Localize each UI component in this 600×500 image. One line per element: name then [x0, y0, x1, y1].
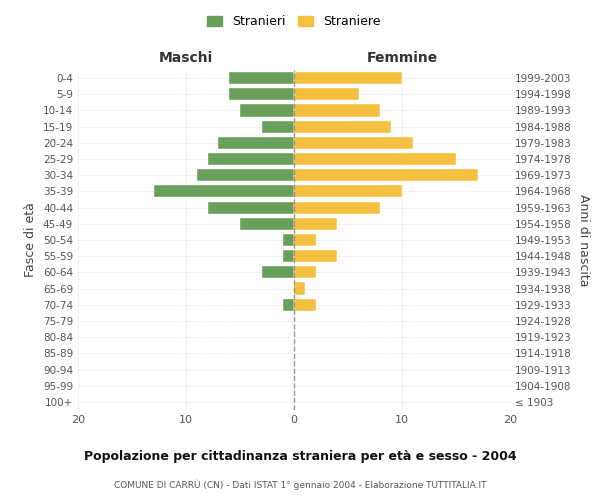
Bar: [294, 218, 337, 230]
Bar: [294, 298, 316, 311]
Bar: [154, 186, 294, 198]
Text: Maschi: Maschi: [159, 51, 213, 65]
Text: Popolazione per cittadinanza straniera per età e sesso - 2004: Popolazione per cittadinanza straniera p…: [83, 450, 517, 463]
Bar: [294, 88, 359, 101]
Bar: [294, 234, 316, 246]
Text: COMUNE DI CARRÙ (CN) - Dati ISTAT 1° gennaio 2004 - Elaborazione TUTTITALIA.IT: COMUNE DI CARRÙ (CN) - Dati ISTAT 1° gen…: [114, 480, 486, 490]
Bar: [208, 202, 294, 213]
Bar: [294, 153, 456, 165]
Bar: [240, 218, 294, 230]
Y-axis label: Fasce di età: Fasce di età: [25, 202, 37, 278]
Text: Femmine: Femmine: [367, 51, 437, 65]
Bar: [294, 169, 478, 181]
Bar: [208, 153, 294, 165]
Bar: [294, 137, 413, 149]
Bar: [229, 88, 294, 101]
Bar: [294, 186, 402, 198]
Bar: [294, 104, 380, 117]
Bar: [240, 104, 294, 117]
Bar: [294, 72, 402, 84]
Bar: [294, 266, 316, 278]
Legend: Stranieri, Straniere: Stranieri, Straniere: [207, 15, 381, 28]
Bar: [197, 169, 294, 181]
Bar: [283, 250, 294, 262]
Bar: [283, 298, 294, 311]
Bar: [262, 266, 294, 278]
Bar: [262, 120, 294, 132]
Bar: [229, 72, 294, 84]
Bar: [218, 137, 294, 149]
Bar: [294, 250, 337, 262]
Bar: [294, 120, 391, 132]
Bar: [294, 282, 305, 294]
Bar: [294, 202, 380, 213]
Bar: [283, 234, 294, 246]
Y-axis label: Anni di nascita: Anni di nascita: [577, 194, 590, 286]
